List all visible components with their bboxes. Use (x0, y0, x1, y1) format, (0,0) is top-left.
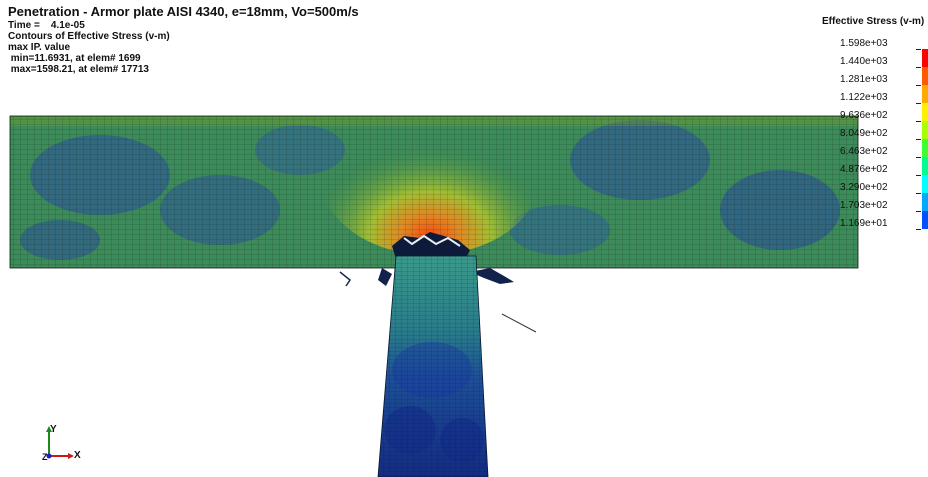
legend-tick (916, 121, 921, 122)
max-value: max=1598.21, at elem# 17713 (8, 64, 149, 75)
z-axis-label: Z (42, 452, 48, 462)
legend-tick (916, 211, 921, 212)
legend-color-segment (922, 67, 928, 85)
legend-color-segment (922, 121, 928, 139)
simulation-title: Penetration - Armor plate AISI 4340, e=1… (8, 4, 359, 19)
value-type: max IP. value (8, 42, 71, 53)
legend-label: 1.281e+03 (840, 74, 888, 85)
legend-label: 3.290e+02 (840, 182, 888, 193)
legend-label: 6.463e+02 (840, 146, 888, 157)
legend-color-segment (922, 103, 928, 121)
projectile (377, 255, 489, 477)
legend-color-segment (922, 175, 928, 193)
axis-triad-icon (46, 426, 74, 459)
legend-label: 9.636e+02 (840, 110, 888, 121)
legend-title: Effective Stress (v-m) (822, 16, 925, 27)
legend-color-segment (922, 85, 928, 103)
legend-color-segment (922, 49, 928, 67)
legend-label: 1.703e+02 (840, 200, 888, 211)
y-axis-label: Y (50, 424, 57, 435)
contour-type: Contours of Effective Stress (v-m) (8, 31, 170, 42)
legend-tick (916, 229, 921, 230)
legend-tick (916, 85, 921, 86)
legend-tick (916, 175, 921, 176)
min-value: min=11.6931, at elem# 1699 (8, 53, 141, 64)
legend-color-segment (922, 193, 928, 211)
legend-label: 1.598e+03 (840, 38, 888, 49)
legend-tick (916, 49, 921, 50)
legend-tick (916, 103, 921, 104)
legend-label: 1.440e+03 (840, 56, 888, 67)
legend-tick (916, 193, 921, 194)
legend-color-segment (922, 211, 928, 229)
legend-tick (916, 139, 921, 140)
legend-color-segment (922, 139, 928, 157)
legend-label: 4.876e+02 (840, 164, 888, 175)
legend-label: 8.049e+02 (840, 128, 888, 139)
legend-label: 1.122e+03 (840, 92, 888, 103)
header-info: Penetration - Armor plate AISI 4340, e=1… (8, 4, 359, 75)
axis-triad: Y X Z (40, 420, 90, 470)
legend-tick (916, 157, 921, 158)
legend-tick (916, 67, 921, 68)
legend-color-segment (922, 157, 928, 175)
legend-label: 1.169e+01 (840, 218, 888, 229)
x-axis-label: X (74, 450, 81, 461)
time-readout: Time = 4.1e-05 (8, 20, 85, 31)
